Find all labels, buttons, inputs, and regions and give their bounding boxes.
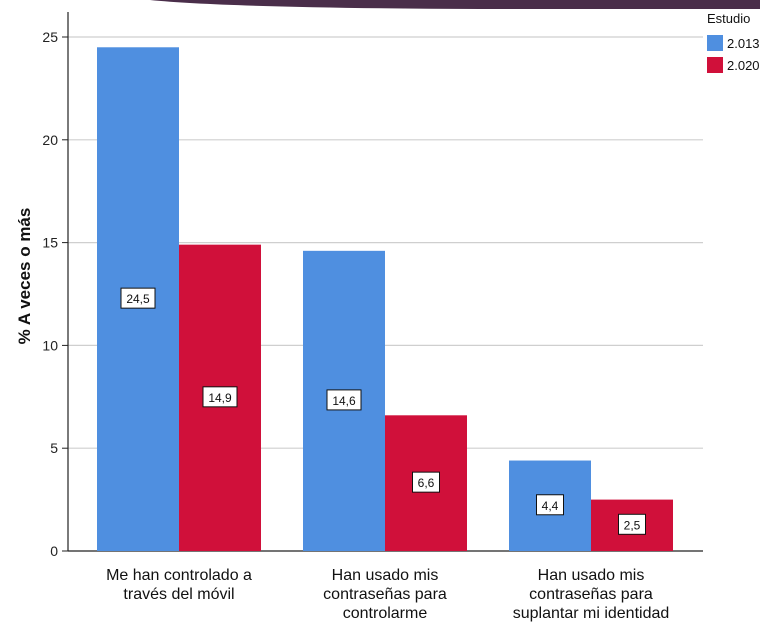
y-tick-label: 25 <box>42 29 58 45</box>
data-label-box <box>326 389 362 411</box>
top-swoosh-shape <box>150 0 760 9</box>
y-tick-label: 5 <box>50 440 58 456</box>
bars <box>97 47 673 551</box>
data-label-box <box>618 513 646 535</box>
data-label: 14,9 <box>202 386 238 408</box>
category-label: Han usado mis contraseñas para controlarme <box>323 567 447 622</box>
data-label-text: 6,6 <box>418 476 435 490</box>
data-label: 14,6 <box>326 389 362 411</box>
legend-swatch <box>707 35 723 51</box>
category-label-line: contraseñas para <box>529 586 653 603</box>
y-tick-label: 20 <box>42 132 58 148</box>
data-label: 2,5 <box>618 513 646 535</box>
category-label-line: Me han controlado a <box>106 567 252 584</box>
category-label-line: Han usado mis <box>332 567 439 584</box>
data-label-box <box>120 287 156 309</box>
data-label: 4,4 <box>536 494 564 516</box>
category-label-line: través del móvil <box>123 586 234 603</box>
category-label-line: controlarme <box>343 605 428 622</box>
y-tick-label: 0 <box>50 543 58 559</box>
category-label-line: Han usado mis <box>538 567 645 584</box>
data-label-text: 24,5 <box>126 292 150 306</box>
top-decoration <box>150 0 760 9</box>
y-tick-label: 15 <box>42 235 58 251</box>
data-label: 24,5 <box>120 287 156 309</box>
data-labels: 24,5 14,6 4,4 14,9 6,6 2,5 <box>120 287 646 535</box>
category-label: Han usado mis contraseñas para suplantar m… <box>513 567 670 622</box>
data-label: 6,6 <box>412 471 440 493</box>
y-axis-title: % A veces o más <box>15 208 34 345</box>
legend-entry-label: 2.013 <box>727 36 760 51</box>
data-label-text: 4,4 <box>542 499 559 513</box>
category-label: Me han controlado a través del móvil <box>106 567 252 603</box>
legend-title: Estudio <box>707 11 750 26</box>
category-label-line: contraseñas para <box>323 586 447 603</box>
legend: Estudio 2.013 2.020 <box>707 11 760 73</box>
data-label-text: 14,6 <box>332 394 356 408</box>
category-labels: Me han controlado a través del móvil Han u… <box>106 567 669 622</box>
legend-swatch <box>707 57 723 73</box>
category-label-line: suplantar mi identidad <box>513 605 670 622</box>
y-tick-label: 10 <box>42 337 58 353</box>
data-label-box <box>536 494 564 516</box>
data-label-box <box>202 386 238 408</box>
legend-entry-label: 2.020 <box>727 58 760 73</box>
data-label-box <box>412 471 440 493</box>
data-label-text: 14,9 <box>208 391 232 405</box>
data-label-text: 2,5 <box>624 518 641 532</box>
